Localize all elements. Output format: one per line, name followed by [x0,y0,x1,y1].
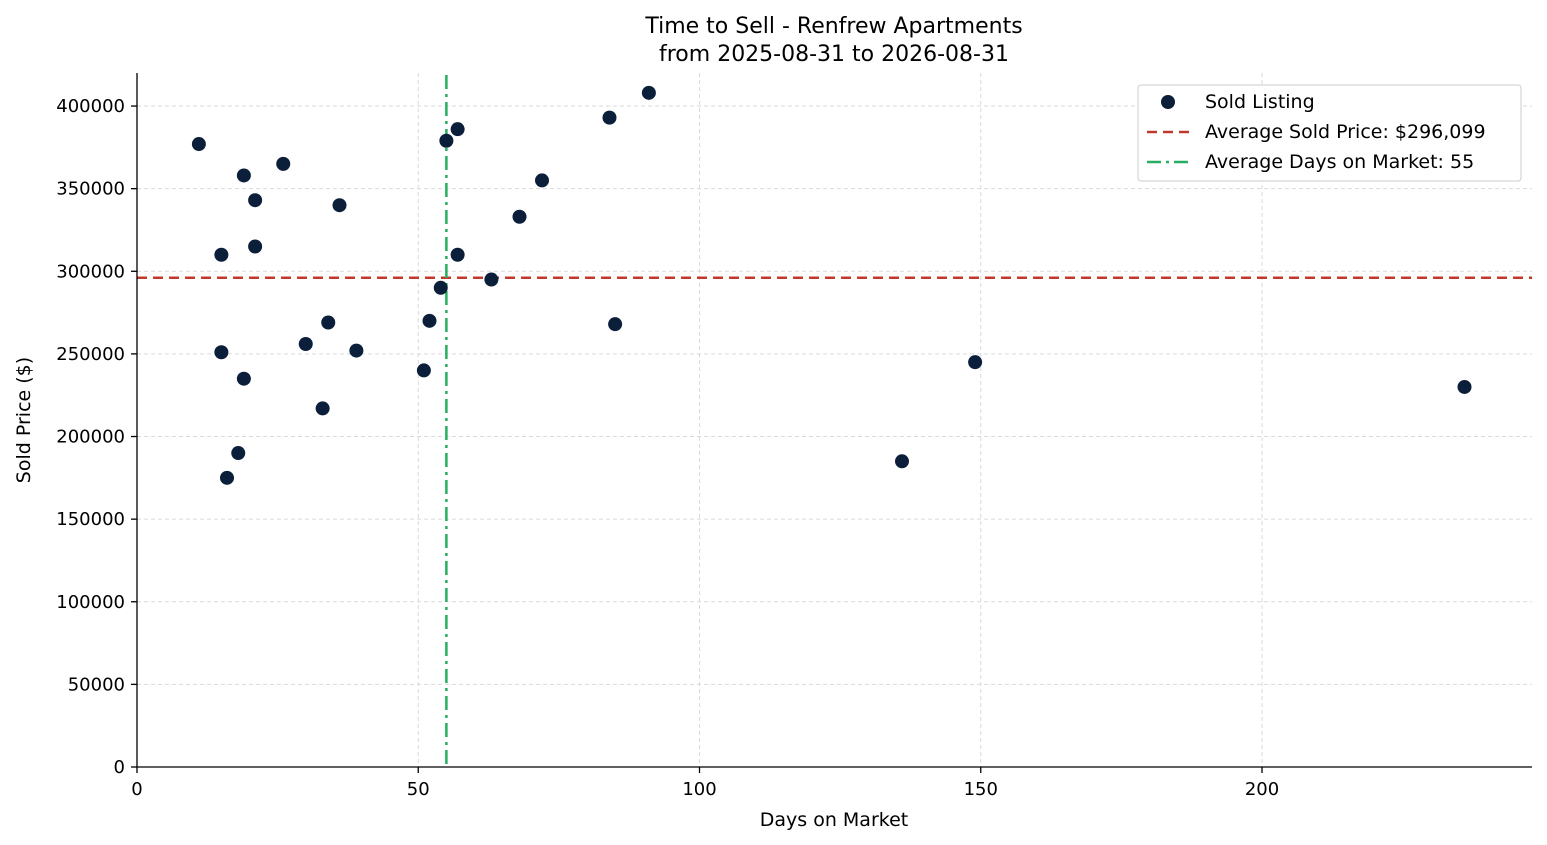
data-point [512,209,527,224]
chart-title: Time to Sell - Renfrew Apartments [644,14,1022,39]
legend-marker-sold-listing [1161,95,1175,109]
data-point [450,122,465,137]
data-point [535,173,549,188]
y-tick-label: 250000 [56,344,125,365]
y-tick-label: 350000 [56,179,125,200]
data-point [236,371,251,386]
data-point [968,355,983,370]
y-tick-label: 50000 [68,674,125,695]
legend-label-average-days: Average Days on Market: 55 [1205,151,1474,173]
x-axis-label: Days on Market [760,809,908,831]
data-point [220,470,234,485]
data-point [214,345,229,360]
x-tick-label: 0 [131,779,142,800]
y-axis-label: Sold Price ($) [13,357,35,483]
legend: Sold Listing Average Sold Price: $296,09… [1137,84,1522,182]
y-tick-label: 400000 [56,96,125,117]
data-point [349,343,364,358]
data-point [433,280,448,295]
data-point [191,137,206,152]
data-point [248,193,263,208]
x-tick-label: 200 [1245,779,1279,800]
data-point [236,168,251,183]
data-point [276,156,291,171]
legend-label-average-price: Average Sold Price: $296,099 [1205,121,1486,143]
data-point [450,247,465,262]
y-tick-label: 200000 [56,427,125,448]
y-tick-label: 100000 [56,592,125,613]
x-tick-label: 50 [407,779,430,800]
data-point [1457,379,1472,394]
grid [137,73,1532,767]
data-point [439,133,454,148]
x-axis-ticks: 0 50 100 150 200 [131,767,1279,800]
y-tick-label: 300000 [56,261,125,282]
data-point [248,239,263,254]
y-axis-ticks: 0 50000 100000 150000 200000 250000 300000 3500… [56,96,137,778]
data-points [191,85,1472,485]
data-point [231,446,246,461]
data-point [602,110,617,125]
y-tick-label: 0 [114,757,125,778]
x-tick-label: 150 [964,779,998,800]
data-point [416,363,431,378]
data-point [895,454,909,469]
data-point [321,315,336,330]
data-point [608,317,623,332]
data-point [422,313,437,328]
legend-box [1137,84,1522,182]
x-tick-label: 100 [682,779,716,800]
reference-lines [137,75,1532,767]
data-point [298,336,313,351]
data-point [315,401,330,416]
chart-subtitle: from 2025-08-31 to 2026-08-31 [659,42,1009,67]
data-point [214,247,229,262]
data-point [332,198,347,213]
data-point [641,85,656,100]
legend-label-sold-listing: Sold Listing [1205,91,1315,113]
data-point [484,272,499,287]
y-tick-label: 150000 [56,509,125,530]
